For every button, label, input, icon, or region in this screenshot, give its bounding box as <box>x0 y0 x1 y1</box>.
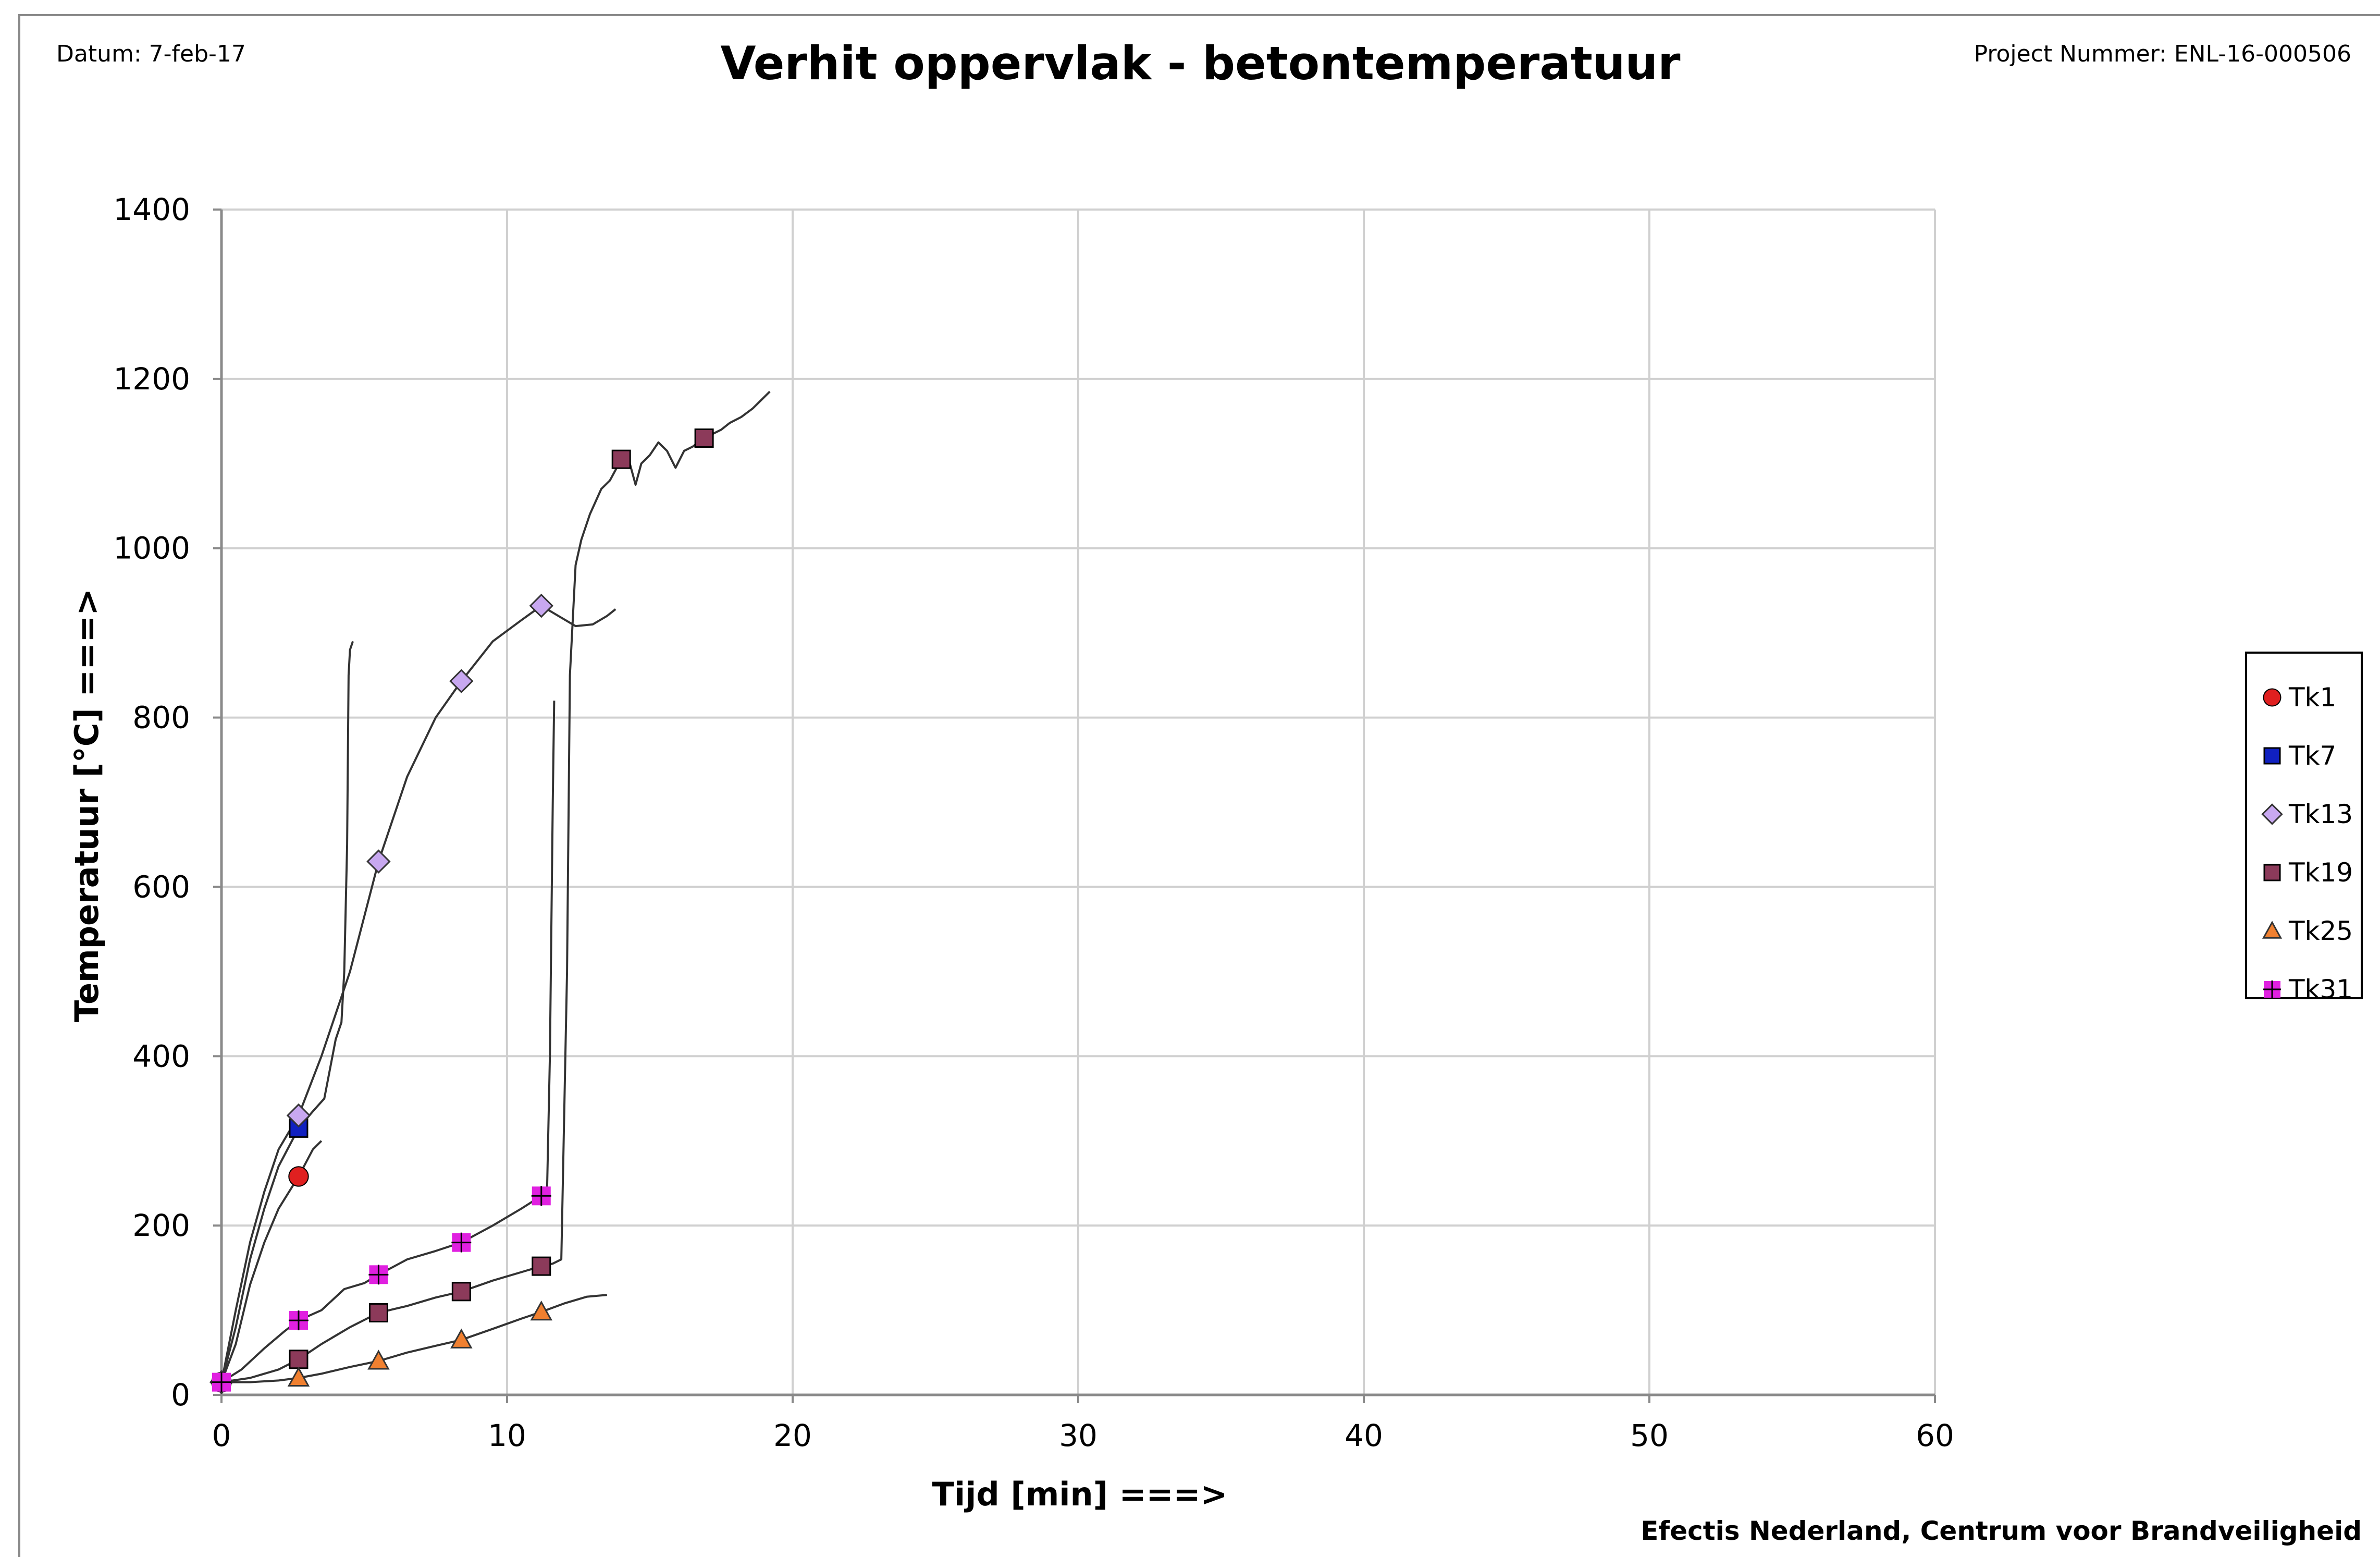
data-point-tk19 <box>289 1350 309 1369</box>
y-tick-label: 600 <box>132 869 190 904</box>
y-tick-label: 1400 <box>113 192 190 227</box>
project-number: Project Nummer: ENL-16-000506 <box>1974 41 2351 67</box>
legend: Tk1 Tk7 Tk13 Tk19 Tk25 Tk31 <box>2245 652 2363 1004</box>
legend-symbol-tk25 <box>2262 921 2283 939</box>
legend-symbol-tk31 <box>2263 980 2281 998</box>
x-tick-label: 30 <box>1059 1418 1097 1453</box>
legend-marker-tk13 <box>2261 803 2283 825</box>
data-point-tk13 <box>529 593 553 618</box>
series-line-tk7 <box>220 641 354 1383</box>
data-point-tk25 <box>287 1366 310 1387</box>
x-axis-title: Tijd [min] ===> <box>932 1475 1228 1513</box>
series-tk25 <box>221 1294 607 1383</box>
data-point-tk31 <box>288 1310 309 1331</box>
series-line-tk1 <box>220 1140 323 1383</box>
data-point-tk25 <box>530 1301 553 1321</box>
label-layer: Tijd [min] ===> Temperatuur [°C] ===> <box>68 589 1227 1513</box>
legend-symbol-tk1 <box>2263 688 2282 707</box>
legend-label: Tk1 <box>2289 682 2337 713</box>
x-tick-label: 0 <box>212 1418 231 1453</box>
legend-marker-tk25 <box>2262 921 2283 939</box>
legend-item-tk19: Tk19 <box>2247 843 2361 902</box>
series-tk1 <box>220 1140 323 1383</box>
data-point-tk19 <box>451 1282 471 1302</box>
legend-symbol-tk19 <box>2263 864 2281 881</box>
chart-title: Verhit oppervlak - betontemperatuur <box>720 36 1681 90</box>
y-tick-label: 800 <box>132 700 190 735</box>
y-axis-title: Temperatuur [°C] ===> <box>68 589 106 1022</box>
legend-label: Tk7 <box>2289 741 2337 771</box>
series-markers-tk19 <box>289 428 714 1369</box>
legend-symbol-tk13 <box>2261 803 2283 825</box>
series-line-tk13 <box>220 605 616 1382</box>
series-layer <box>209 390 771 1394</box>
y-tick-label: 400 <box>132 1038 190 1074</box>
legend-symbol-tk7 <box>2263 747 2281 765</box>
data-point-tk31 <box>531 1186 551 1206</box>
axes-layer: 0 200 400 600 800 1000 1200 1400 0 10 20 30 40 50 60 <box>113 192 1954 1453</box>
report-date: Datum: 7-feb-17 <box>56 41 246 67</box>
y-tick-label: 1000 <box>113 531 190 566</box>
data-point-tk19 <box>611 449 631 469</box>
x-tick-label: 20 <box>773 1418 812 1453</box>
x-tick-label: 60 <box>1916 1418 1954 1453</box>
y-tick-label: 1200 <box>113 361 190 397</box>
series-tk13 <box>220 605 616 1382</box>
data-point-tk19 <box>532 1256 551 1276</box>
data-point-tk31 <box>451 1232 472 1253</box>
data-point-tk19 <box>368 1303 388 1322</box>
legend-marker-tk7 <box>2263 747 2281 765</box>
y-tick-label: 200 <box>132 1208 190 1243</box>
x-tick-label: 40 <box>1345 1418 1383 1453</box>
legend-marker-tk31 <box>2263 980 2281 998</box>
x-tick-label: 10 <box>488 1418 526 1453</box>
data-point-tk13 <box>286 1103 311 1128</box>
legend-label: Tk31 <box>2289 974 2353 1004</box>
series-markers-tk25 <box>287 1301 553 1387</box>
data-point-tk25 <box>450 1328 473 1348</box>
series-markers-tk31 <box>212 1186 551 1392</box>
grid-layer <box>221 209 1936 1395</box>
legend-label: Tk13 <box>2289 799 2353 829</box>
series-tk7 <box>220 641 354 1383</box>
legend-item-tk25: Tk25 <box>2247 902 2361 960</box>
data-point-tk25 <box>367 1350 390 1370</box>
legend-marker-tk1 <box>2263 688 2282 707</box>
x-tick-label: 50 <box>1630 1418 1669 1453</box>
data-point-tk13 <box>366 849 391 874</box>
legend-item-tk1: Tk1 <box>2247 668 2361 727</box>
legend-item-tk7: Tk7 <box>2247 727 2361 785</box>
legend-label: Tk25 <box>2289 916 2353 946</box>
legend-marker-tk19 <box>2263 864 2281 881</box>
data-point-tk19 <box>694 428 714 448</box>
data-point-tk1 <box>288 1166 309 1187</box>
legend-label: Tk19 <box>2289 857 2353 888</box>
y-tick-label: 0 <box>171 1377 190 1413</box>
page-frame <box>18 14 2380 1557</box>
legend-item-tk31: Tk31 <box>2247 960 2361 1019</box>
series-line-tk25 <box>221 1294 607 1383</box>
footer-organization: Efectis Nederland, Centrum voor Brandvei… <box>1641 1516 2362 1546</box>
data-point-tk31 <box>368 1265 389 1285</box>
data-point-tk31 <box>212 1372 231 1392</box>
legend-item-tk13: Tk13 <box>2247 785 2361 843</box>
data-point-tk13 <box>449 669 474 693</box>
